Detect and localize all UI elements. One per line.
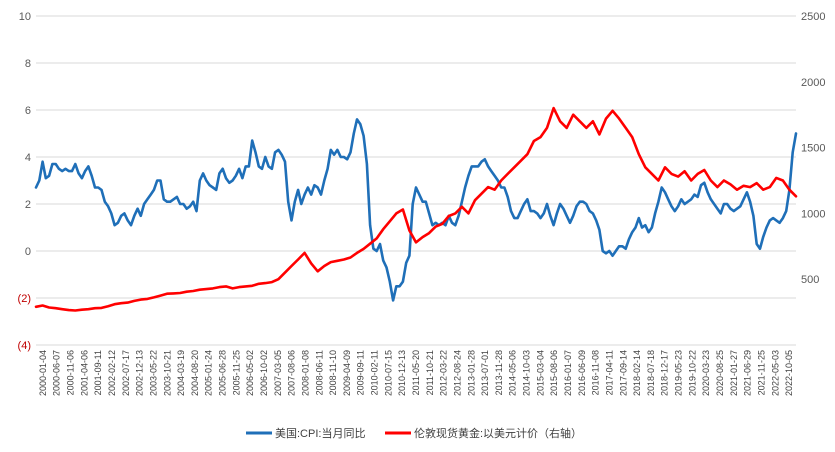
x-tick-label: 2010-07-15 [383,350,393,396]
x-tick-label: 2010-12-13 [397,350,407,396]
gridlines [36,15,796,346]
x-tick-label: 2003-05-22 [148,350,158,396]
x-tick-label: 2016-11-08 [591,350,601,395]
x-tick-label: 2021-06-29 [743,350,753,396]
y-left-tick-label: (2) [18,293,31,305]
x-tick-label: 2000-01-04 [38,350,48,396]
series-lines [34,106,798,312]
x-tick-label: 2019-10-22 [687,350,697,396]
x-tick-label: 2018-02-14 [632,350,642,396]
x-tick-label: 2003-10-21 [162,350,172,396]
x-tick-label: 2014-05-06 [508,350,518,396]
x-tick-label: 2019-05-23 [674,350,684,396]
right-axis-ticks: 2500 2000 1500 1000 500 [801,11,825,286]
x-tick-label: 2002-12-13 [135,350,145,396]
x-tick-label: 2006-10-02 [259,350,269,396]
y-left-tick-label: (4) [18,340,31,352]
x-tick-label: 2000-06-07 [52,350,62,396]
x-tick-label: 2012-08-24 [452,350,462,396]
series-line-gold [34,106,798,312]
y-right-tick-label: 1500 [801,143,825,155]
x-tick-label: 2020-03-23 [701,350,711,396]
y-left-tick-label: 10 [19,11,31,23]
x-tick-label: 2004-03-19 [176,350,186,396]
x-tick-label: 2004-08-20 [190,350,200,396]
x-tick-label: 2000-11-06 [66,350,76,395]
x-tick-label: 2018-07-18 [646,350,656,396]
x-tick-label: 2011-10-21 [425,350,435,395]
x-tick-label: 2010-02-11 [370,350,380,395]
x-tick-label: 2017-09-14 [618,350,628,396]
x-tick-label: 2021-01-27 [729,350,739,396]
x-axis-ticks: 2000-01-04 2000-06-07 2000-11-06 2001-04-06… [38,350,794,396]
x-tick-label: 2001-04-06 [79,350,89,396]
x-tick-label: 2015-08-06 [549,350,559,396]
x-tick-label: 2008-11-10 [328,350,338,395]
legend: 美国:CPI:当月同比 伦敦现货黄金:以美元计价（右轴） [246,426,582,440]
x-tick-label: 2009-04-09 [342,350,352,396]
y-left-tick-label: 0 [25,246,31,258]
y-left-tick-label: 6 [25,105,31,117]
left-axis-ticks: 10 8 6 4 2 0 (2) (4) [18,11,31,352]
y-left-tick-label: 2 [25,199,31,211]
x-tick-label: 2005-11-25 [231,350,241,395]
x-tick-label: 2020-08-25 [715,350,725,396]
x-tick-label: 2013-11-28 [494,350,504,395]
x-tick-label: 2002-07-17 [121,350,131,396]
x-tick-label: 2021-11-25 [756,350,766,395]
x-tick-label: 2002-02-12 [107,350,117,396]
x-tick-label: 2001-09-11 [93,350,103,395]
legend-label-cpi: 美国:CPI:当月同比 [275,426,365,440]
y-right-tick-label: 2000 [801,77,825,89]
x-tick-label: 2017-04-11 [604,350,614,395]
x-tick-label: 2015-03-04 [535,350,545,396]
y-right-tick-label: 500 [801,274,819,286]
y-left-tick-label: 8 [25,58,31,70]
x-tick-label: 2006-05-02 [245,350,255,396]
x-tick-label: 2012-03-22 [439,350,449,396]
x-tick-label: 2013-07-01 [480,350,490,396]
x-tick-label: 2005-06-28 [218,350,228,396]
y-right-tick-label: 2500 [801,11,825,23]
legend-label-gold: 伦敦现货黄金:以美元计价（右轴） [414,426,582,440]
series-line-cpi [34,118,798,302]
x-tick-label: 2022-05-03 [770,350,780,396]
x-tick-label: 2011-05-20 [411,350,421,395]
x-tick-label: 2016-06-09 [577,350,587,396]
x-tick-label: 2008-06-11 [314,350,324,395]
x-tick-label: 2008-01-08 [300,350,310,396]
x-tick-label: 2013-01-28 [466,350,476,396]
y-left-tick-label: 4 [25,152,31,164]
x-tick-label: 2014-10-03 [522,350,532,396]
x-tick-label: 2007-03-05 [273,350,283,396]
x-tick-label: 2009-09-11 [356,350,366,395]
x-tick-label: 2022-10-05 [784,350,794,396]
x-tick-label: 2016-01-07 [563,350,573,396]
x-tick-label: 2018-12-17 [660,350,670,396]
x-tick-label: 2007-08-06 [287,350,297,396]
x-tick-label: 2005-01-24 [204,350,214,396]
y-right-tick-label: 1000 [801,208,825,220]
